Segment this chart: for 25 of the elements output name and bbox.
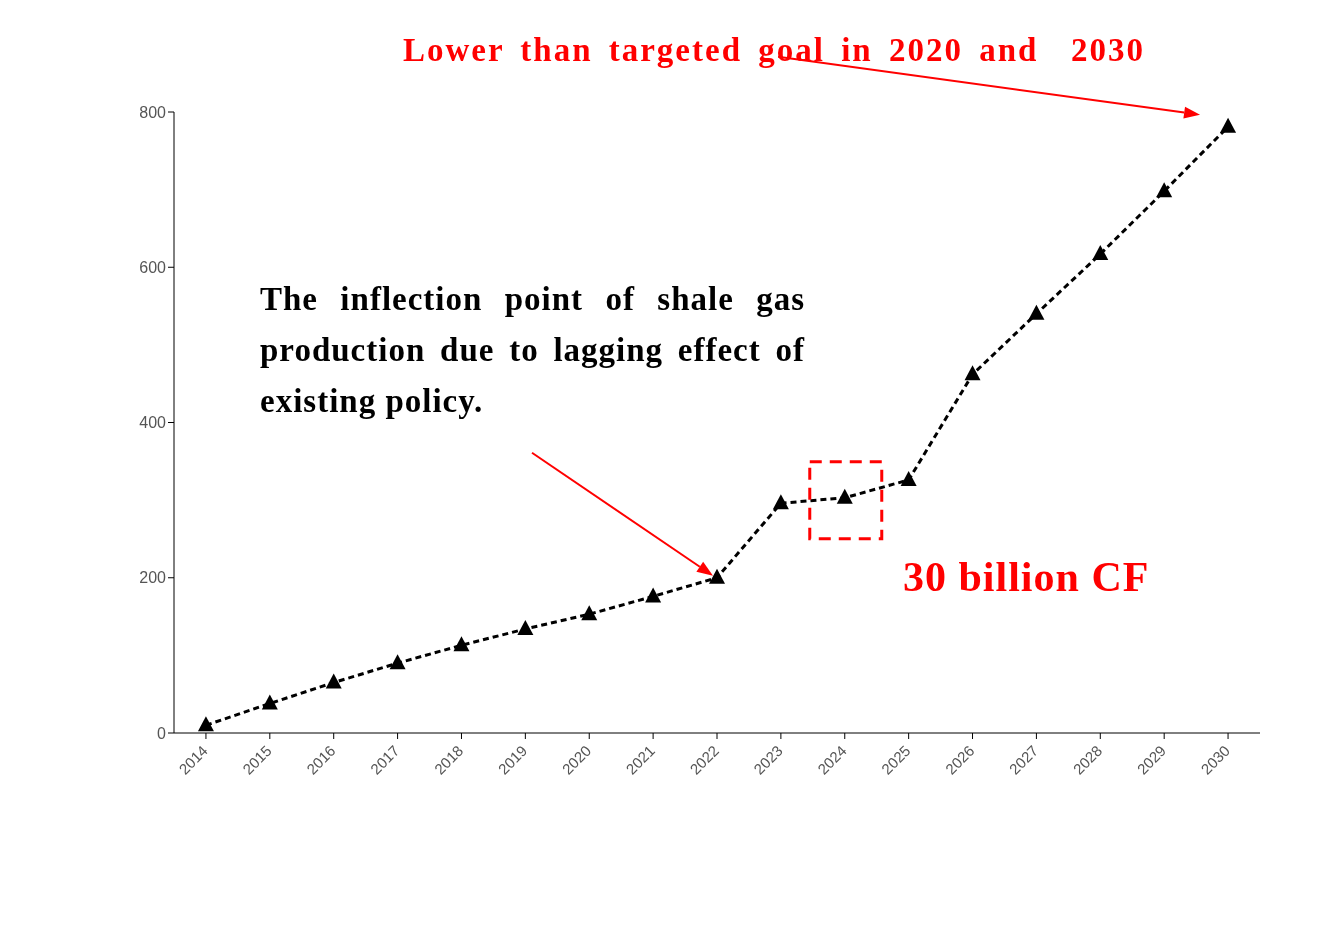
point xyxy=(517,619,534,635)
text: Lower than targeted goal in 2020 and 2030 xyxy=(403,32,1145,69)
point xyxy=(645,587,662,603)
point xyxy=(964,365,981,381)
point xyxy=(581,605,598,621)
point xyxy=(453,636,470,652)
annotation: 30 billion CF xyxy=(903,553,1150,601)
point xyxy=(1092,245,1109,261)
point xyxy=(197,716,214,732)
point xyxy=(709,568,725,584)
y-tick-label: 800 xyxy=(139,103,167,121)
y-tick-label: 600 xyxy=(139,258,167,276)
point xyxy=(772,494,789,510)
point xyxy=(1156,182,1173,198)
y-tick-label: 0 xyxy=(157,724,167,742)
y-tick-label: 400 xyxy=(139,414,167,432)
y-tick-label: 200 xyxy=(139,569,167,587)
point xyxy=(1220,117,1237,133)
point xyxy=(1028,304,1045,320)
point xyxy=(836,488,853,504)
point xyxy=(325,673,342,689)
annotation: The inflection point of shale gas production due to lagging effect of existing policy. xyxy=(260,280,805,421)
point xyxy=(900,470,917,486)
point xyxy=(389,654,406,670)
point xyxy=(261,694,278,710)
